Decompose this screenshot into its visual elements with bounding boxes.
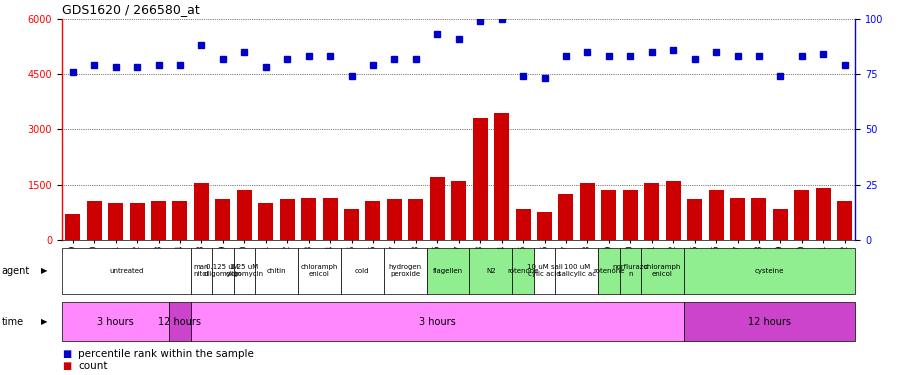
Text: chloramph
enicol: chloramph enicol xyxy=(301,264,338,278)
Bar xyxy=(729,198,744,240)
Bar xyxy=(108,203,123,240)
Text: 3 hours: 3 hours xyxy=(418,316,456,327)
Bar xyxy=(298,248,341,294)
Bar xyxy=(537,212,551,240)
Text: rotenone: rotenone xyxy=(507,268,538,274)
Bar xyxy=(558,194,573,240)
Bar xyxy=(301,198,316,240)
Bar xyxy=(233,248,255,294)
Bar xyxy=(643,183,659,240)
Bar xyxy=(384,248,426,294)
Bar xyxy=(322,198,337,240)
Text: chloramph
enicol: chloramph enicol xyxy=(643,264,681,278)
Text: 0.125 uM
oligomycin: 0.125 uM oligomycin xyxy=(203,264,241,278)
Bar xyxy=(622,190,637,240)
Text: norflurazo
n: norflurazo n xyxy=(612,264,648,278)
Text: 3 hours: 3 hours xyxy=(97,316,134,327)
Bar xyxy=(600,190,616,240)
Bar xyxy=(494,113,508,240)
Bar xyxy=(451,181,466,240)
Bar xyxy=(169,302,190,341)
Text: cysteine: cysteine xyxy=(754,268,783,274)
Bar xyxy=(793,190,808,240)
Text: rotenone: rotenone xyxy=(592,268,624,274)
Text: ▶: ▶ xyxy=(40,266,47,275)
Bar xyxy=(512,248,533,294)
Text: flagellen: flagellen xyxy=(433,268,463,274)
Text: ■: ■ xyxy=(62,361,71,370)
Bar xyxy=(190,248,212,294)
Bar xyxy=(533,248,555,294)
Bar xyxy=(237,190,251,240)
Bar xyxy=(683,302,855,341)
Text: 12 hours: 12 hours xyxy=(159,316,201,327)
Text: ▶: ▶ xyxy=(40,317,47,326)
Bar xyxy=(408,200,423,240)
Bar xyxy=(708,190,722,240)
Bar xyxy=(640,248,683,294)
Bar xyxy=(62,248,190,294)
Bar xyxy=(386,200,402,240)
Bar xyxy=(772,209,787,240)
Bar xyxy=(215,200,230,240)
Bar xyxy=(665,181,680,240)
Text: time: time xyxy=(2,316,24,327)
Bar xyxy=(836,201,851,240)
Text: 1.25 uM
oligomycin: 1.25 uM oligomycin xyxy=(225,264,263,278)
Bar xyxy=(280,200,294,240)
Bar xyxy=(365,201,380,240)
Bar xyxy=(151,201,166,240)
Text: 100 uM
salicylic ac: 100 uM salicylic ac xyxy=(557,264,595,278)
Bar xyxy=(686,200,701,240)
Text: percentile rank within the sample: percentile rank within the sample xyxy=(78,350,254,359)
Bar xyxy=(472,118,487,240)
Bar xyxy=(343,209,359,240)
Bar xyxy=(255,248,298,294)
Text: 12 hours: 12 hours xyxy=(747,316,791,327)
Text: cold: cold xyxy=(354,268,369,274)
Text: hydrogen
peroxide: hydrogen peroxide xyxy=(388,264,421,278)
Text: N2: N2 xyxy=(486,268,496,274)
Bar xyxy=(172,201,188,240)
Text: GDS1620 / 266580_at: GDS1620 / 266580_at xyxy=(62,3,200,16)
Bar xyxy=(515,209,530,240)
Bar xyxy=(579,183,594,240)
Bar xyxy=(426,248,469,294)
Bar xyxy=(129,203,145,240)
Bar xyxy=(619,248,640,294)
Bar xyxy=(429,177,445,240)
Text: count: count xyxy=(78,361,107,370)
Text: ■: ■ xyxy=(62,350,71,359)
Bar xyxy=(194,183,209,240)
Text: chitin: chitin xyxy=(266,268,286,274)
Bar xyxy=(62,302,169,341)
Bar xyxy=(683,248,855,294)
Bar xyxy=(555,248,598,294)
Bar xyxy=(87,201,102,240)
Text: 10 uM sali
cylic acid: 10 uM sali cylic acid xyxy=(526,264,562,278)
Bar xyxy=(469,248,512,294)
Text: agent: agent xyxy=(2,266,30,276)
Bar xyxy=(814,188,830,240)
Bar xyxy=(212,248,233,294)
Text: untreated: untreated xyxy=(109,268,143,274)
Bar xyxy=(598,248,619,294)
Bar xyxy=(341,248,384,294)
Bar xyxy=(258,203,273,240)
Text: man
nitol: man nitol xyxy=(193,264,209,278)
Bar xyxy=(66,214,80,240)
Bar xyxy=(751,198,765,240)
Bar xyxy=(190,302,683,341)
